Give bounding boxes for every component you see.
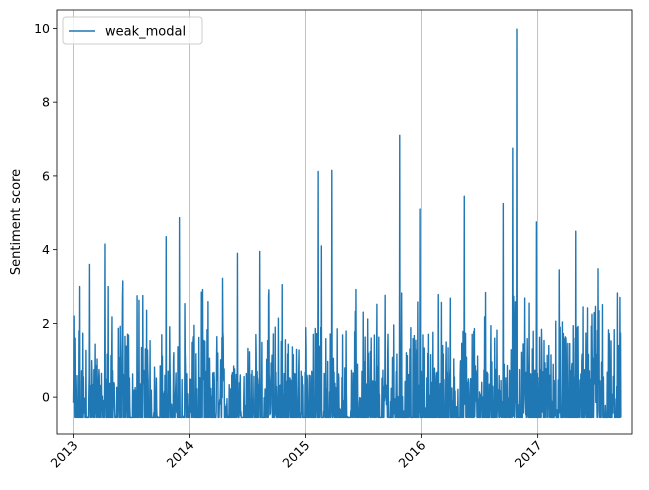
plot-frame bbox=[56, 9, 633, 435]
y-tick-label: 4 bbox=[42, 242, 50, 257]
legend-label: weak_modal bbox=[105, 25, 186, 40]
y-axis-label: Sentiment score bbox=[9, 169, 24, 275]
y-tick-label: 0 bbox=[42, 390, 50, 405]
legend: weak_modal bbox=[62, 16, 203, 45]
x-tick-label: 2014 bbox=[163, 437, 196, 470]
x-axis: 2013 2014 2015 2016 2017 bbox=[48, 434, 545, 471]
y-tick-label: 2 bbox=[42, 316, 50, 331]
x-tick-label: 2013 bbox=[48, 438, 81, 471]
x-tick-label: 2017 bbox=[512, 438, 545, 471]
x-tick-label: 2015 bbox=[279, 438, 312, 471]
y-tick-label: 8 bbox=[42, 95, 50, 110]
y-axis: 0 2 4 6 8 10 bbox=[34, 21, 57, 405]
y-tick-label: 6 bbox=[42, 168, 50, 183]
series-line-weak_modal bbox=[72, 28, 622, 419]
legend-box bbox=[62, 16, 203, 45]
y-tick-label: 10 bbox=[34, 21, 50, 36]
x-tick-label: 2016 bbox=[395, 437, 428, 470]
plot-area bbox=[72, 28, 622, 419]
